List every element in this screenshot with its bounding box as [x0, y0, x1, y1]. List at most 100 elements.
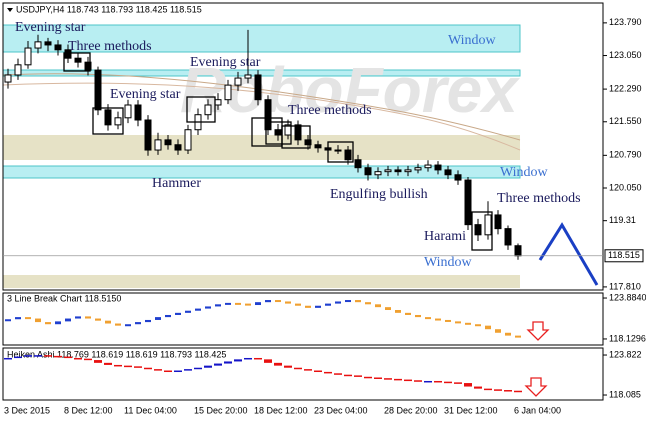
ha-candle [34, 355, 42, 357]
ha-candle [4, 357, 12, 360]
ha-candle [174, 370, 182, 373]
candle-body [254, 74, 262, 101]
ha-candle [464, 383, 472, 387]
block [495, 329, 501, 333]
block [235, 302, 241, 305]
block [405, 312, 411, 315]
ha-candle [314, 370, 322, 373]
pattern-box [63, 52, 91, 72]
ha-candle [484, 388, 492, 391]
candle-body [134, 104, 142, 121]
ha-candle [14, 356, 22, 359]
block [5, 319, 11, 322]
block [85, 316, 91, 319]
annotation: Three methods [497, 191, 581, 206]
candle-body [464, 179, 472, 226]
candle-body [84, 61, 92, 71]
y-tick-label: 118.1296 [609, 333, 646, 343]
block [155, 317, 161, 320]
ha-candle [264, 359, 272, 363]
pattern-boxes [63, 52, 493, 251]
candle-body [494, 214, 502, 230]
ha-candle [424, 380, 432, 383]
pattern-box [265, 121, 292, 145]
y-tick-label: 117.810 [609, 281, 641, 291]
y-tick-label: 123.790 [609, 17, 642, 27]
x-tick-label: 23 Dec 04:00 [314, 405, 368, 415]
candle-body [354, 159, 362, 169]
block [295, 303, 301, 306]
y-tick-label: 123.8840 [609, 292, 646, 302]
ha-candle [94, 360, 102, 363]
block [165, 314, 171, 318]
ha-candle [254, 357, 262, 360]
block [515, 335, 521, 338]
block [45, 322, 51, 325]
block [445, 319, 451, 322]
ha-candle [514, 390, 522, 393]
candle-body [504, 228, 512, 246]
candle-body [514, 245, 522, 257]
ha-candle [194, 367, 202, 370]
pattern-box [327, 141, 354, 163]
block [475, 324, 481, 327]
ha-candle [284, 365, 292, 368]
annotation: Window [448, 33, 497, 48]
candle-body [294, 124, 302, 141]
candle-body [404, 169, 412, 173]
ha-candle [44, 355, 52, 357]
candles [4, 29, 522, 260]
x-tick-label: 28 Dec 20:00 [384, 405, 438, 415]
block [265, 300, 271, 303]
candle-body [424, 164, 432, 169]
candle-body [394, 169, 402, 173]
ha-candle [74, 357, 82, 360]
ha-candle [414, 380, 422, 382]
zone [2, 24, 521, 53]
block [195, 308, 201, 311]
ha-candle [374, 377, 382, 379]
x-tick-label: 3 Dec 2015 [4, 405, 50, 415]
annotation: Evening star [15, 20, 86, 35]
candle-body [54, 44, 62, 51]
block [125, 324, 131, 327]
annotation: Window [500, 165, 549, 180]
candle-body [454, 174, 462, 181]
y-tick-label: 121.550 [609, 116, 642, 126]
pattern-box [471, 211, 493, 251]
block [245, 303, 251, 306]
chart-title: USDJPY,H4 118.743 118.793 118.425 118.51… [16, 4, 202, 14]
forecast-arrow [538, 222, 599, 286]
block [285, 301, 291, 304]
block [345, 300, 351, 303]
x-tick-label: 11 Dec 04:00 [124, 405, 177, 415]
candle-body [44, 41, 52, 46]
candle-body [34, 41, 42, 49]
ha-candle [114, 364, 122, 367]
ha-candle [244, 357, 252, 360]
candle-body [304, 139, 312, 146]
annotation: Evening star [110, 87, 181, 102]
annotation: Engulfing bullish [330, 187, 428, 202]
y-tick-label: 118.085 [609, 389, 641, 399]
block [325, 303, 331, 306]
candle-body [124, 104, 132, 119]
current-price-label: 118.515 [608, 250, 640, 260]
ha-candle [274, 362, 282, 366]
block [35, 318, 41, 323]
block [375, 304, 381, 308]
candle-body [184, 129, 192, 151]
ha-candle [124, 365, 132, 368]
signal-arrow [524, 377, 548, 397]
panel-title: 3 Line Break Chart 118.5150 [7, 293, 121, 303]
moving-average [2, 73, 521, 141]
candle-body [174, 144, 182, 151]
ha-candle [434, 380, 442, 383]
ha-candle [154, 369, 162, 371]
current-price-box [604, 249, 644, 263]
block [385, 307, 391, 311]
candle-body [114, 117, 122, 126]
annotation: Hammer [152, 176, 201, 191]
candle-body [414, 167, 422, 171]
